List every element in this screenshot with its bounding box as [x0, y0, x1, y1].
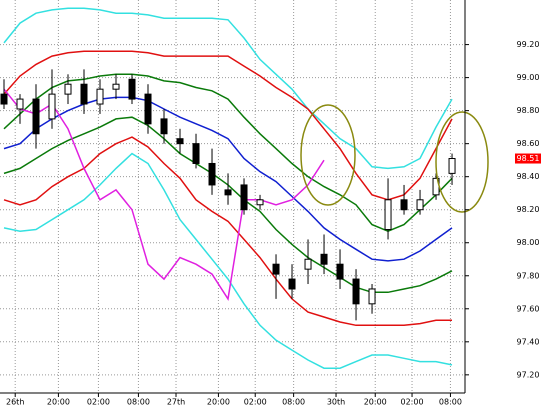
- candle-body: [80, 83, 88, 105]
- candle-body: [128, 78, 136, 100]
- candle-body: [320, 253, 328, 265]
- candle-body: [192, 143, 200, 164]
- candle-body: [224, 189, 232, 196]
- candle-body: [64, 83, 72, 95]
- candle-body: [112, 83, 120, 90]
- x-tick-label: 02:00: [244, 398, 267, 407]
- x-tick-label: 08:00: [282, 398, 305, 407]
- series-line: [3, 7, 453, 170]
- x-tick-label: 30th: [327, 398, 345, 407]
- y-tick-label: 98.00: [517, 238, 540, 247]
- y-tick-label: 98.40: [517, 172, 540, 181]
- x-tick-label: 20:00: [47, 398, 70, 407]
- highlight-ellipse: [300, 104, 356, 206]
- candle-body: [288, 278, 296, 290]
- series-line: [3, 73, 453, 233]
- candle-body: [448, 158, 456, 174]
- candle-body: [176, 138, 184, 145]
- candle-body: [336, 263, 344, 280]
- candle-body: [272, 263, 280, 275]
- x-tick-label: 26th: [6, 398, 24, 407]
- grid: [0, 0, 465, 393]
- candle-body: [208, 162, 216, 186]
- candle-body: [240, 184, 248, 211]
- plot: [0, 7, 456, 369]
- candle-body: [384, 199, 392, 231]
- candle-body: [0, 93, 8, 105]
- y-tick-label: 98.60: [517, 139, 540, 148]
- candle-body: [400, 199, 408, 211]
- current-price-label: 98.51: [517, 154, 540, 163]
- x-tick-label: 20:00: [364, 398, 387, 407]
- x-tick-label: 27th: [167, 398, 185, 407]
- candle-body: [256, 199, 264, 206]
- y-tick-label: 97.40: [517, 337, 540, 346]
- series-line: [3, 96, 453, 262]
- candle-body: [96, 88, 104, 105]
- axes: 97.20 97.40 97.60 97.80 98.00 98.20 98.40 98.60…: [6, 40, 541, 407]
- x-tick-label: 02:00: [87, 398, 110, 407]
- candle-body: [144, 93, 152, 125]
- y-tick-label: 97.60: [517, 304, 540, 313]
- series-line: [3, 88, 325, 301]
- series-line: [3, 50, 453, 201]
- x-tick-label: 08:00: [439, 398, 462, 407]
- candle-body: [16, 98, 24, 110]
- candle-body: [32, 98, 40, 135]
- candle-body: [160, 118, 168, 135]
- candle-body: [368, 288, 376, 305]
- candle-body: [304, 258, 312, 270]
- y-tick-label: 97.80: [517, 271, 540, 280]
- y-tick-label: 97.20: [517, 370, 540, 379]
- candle-body: [352, 278, 360, 305]
- series-line: [3, 152, 453, 369]
- current-price-box: [515, 153, 541, 164]
- y-tick-label: 98.80: [517, 106, 540, 115]
- x-tick-label: 08:00: [127, 398, 150, 407]
- y-tick-label: 99.20: [517, 40, 540, 49]
- x-tick-label: 20:00: [207, 398, 230, 407]
- y-tick-label: 99.00: [517, 73, 540, 82]
- candle-body: [416, 199, 424, 211]
- x-tick-label: 02:00: [401, 398, 424, 407]
- highlight-ellipse: [435, 111, 489, 213]
- y-tick-label: 98.20: [517, 205, 540, 214]
- candle-body: [48, 93, 56, 120]
- series-line: [3, 136, 452, 327]
